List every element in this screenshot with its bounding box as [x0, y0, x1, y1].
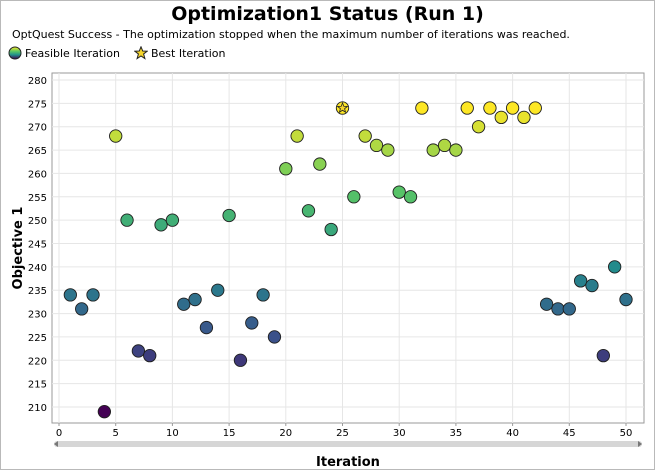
data-point[interactable]	[573, 274, 588, 288]
x-axis-label: Iteration	[316, 455, 380, 470]
x-tick-label: 5	[113, 428, 119, 439]
x-tick-label: 50	[620, 428, 633, 439]
data-point[interactable]	[199, 320, 214, 335]
data-point[interactable]	[539, 297, 554, 311]
data-point[interactable]	[188, 292, 202, 307]
legend: Feasible Iteration Best Iteration	[8, 46, 240, 60]
y-tick-label: 220	[28, 356, 47, 367]
horizontal-scrollbar[interactable]	[54, 441, 642, 447]
data-point[interactable]	[97, 405, 112, 419]
x-tick-label: 35	[450, 428, 463, 439]
data-point[interactable]	[392, 185, 406, 199]
data-point[interactable]	[165, 213, 180, 227]
plot-area	[51, 72, 645, 424]
data-point[interactable]	[449, 143, 463, 157]
x-tick-label: 25	[336, 428, 349, 439]
scrollbar-track[interactable]	[54, 441, 642, 447]
y-axis: 210 215 220 225 230 235 240 245 250 255 260 265 270 2…	[28, 76, 47, 414]
y-tick-label: 255	[28, 193, 47, 204]
data-point[interactable]	[267, 330, 282, 344]
data-points	[63, 101, 633, 419]
data-point[interactable]	[177, 297, 191, 311]
data-point[interactable]	[426, 143, 440, 157]
y-tick-label: 250	[28, 216, 47, 227]
x-tick-label: 0	[56, 428, 62, 439]
data-point[interactable]	[86, 288, 100, 302]
data-point[interactable]	[483, 101, 497, 115]
x-tick-label: 10	[166, 428, 179, 439]
data-point[interactable]	[324, 222, 338, 237]
y-axis-label: Objective 1	[11, 207, 26, 290]
legend-label-feasible: Feasible Iteration	[25, 46, 120, 60]
y-tick-label: 230	[28, 310, 47, 321]
data-point[interactable]	[358, 129, 372, 143]
data-point[interactable]	[528, 101, 542, 115]
data-point[interactable]	[369, 138, 384, 153]
data-point[interactable]	[551, 302, 565, 316]
y-tick-label: 215	[28, 380, 47, 391]
data-point[interactable]	[619, 292, 633, 307]
data-point[interactable]	[120, 213, 134, 227]
data-point[interactable]	[222, 208, 236, 223]
y-tick-label: 280	[28, 76, 47, 87]
data-point[interactable]	[517, 110, 531, 125]
y-tick-label: 245	[28, 240, 47, 251]
data-point[interactable]	[596, 348, 610, 363]
data-point[interactable]	[131, 344, 146, 358]
data-point[interactable]	[63, 288, 77, 302]
y-tick-label: 270	[28, 123, 47, 134]
data-point[interactable]	[211, 283, 225, 297]
data-point[interactable]	[347, 190, 361, 204]
y-tick-label: 260	[28, 169, 47, 180]
data-point[interactable]	[403, 190, 418, 204]
legend-item-feasible: Feasible Iteration	[8, 46, 120, 60]
legend-item-best: Best Iteration	[133, 46, 226, 60]
chart-title: Optimization1 Status (Run 1)	[171, 3, 484, 25]
data-point[interactable]	[562, 302, 576, 316]
data-point[interactable]	[154, 218, 168, 232]
best-iteration-star	[336, 101, 349, 114]
x-tick-label: 15	[223, 428, 236, 439]
y-tick-label: 210	[28, 403, 47, 414]
y-tick-label: 240	[28, 263, 47, 274]
y-tick-label: 275	[28, 99, 47, 110]
data-point[interactable]	[608, 260, 622, 274]
y-tick-label: 235	[28, 286, 47, 297]
data-point[interactable]	[494, 110, 508, 125]
data-point[interactable]	[279, 162, 293, 176]
data-point[interactable]	[301, 204, 316, 218]
scroll-left-icon[interactable]	[54, 441, 58, 447]
x-tick-label: 30	[393, 428, 406, 439]
data-point[interactable]	[585, 278, 599, 293]
gradient-circle-icon	[8, 46, 22, 60]
data-point[interactable]	[460, 101, 474, 115]
y-tick-label: 265	[28, 146, 47, 157]
data-point[interactable]	[245, 316, 259, 330]
data-point[interactable]	[381, 143, 395, 157]
scroll-right-icon[interactable]	[638, 441, 642, 447]
legend-label-best: Best Iteration	[150, 46, 226, 60]
data-point[interactable]	[313, 157, 327, 171]
data-point[interactable]	[505, 101, 520, 115]
data-point[interactable]	[256, 288, 270, 302]
data-point[interactable]	[290, 129, 304, 143]
x-tick-label: 45	[563, 428, 576, 439]
data-point[interactable]	[471, 120, 486, 134]
data-point[interactable]	[109, 129, 123, 143]
data-point[interactable]	[75, 302, 89, 316]
x-tick-label: 20	[279, 428, 292, 439]
y-tick-label: 225	[28, 333, 47, 344]
star-icon	[133, 46, 148, 60]
data-point[interactable]	[415, 101, 429, 115]
data-point[interactable]	[143, 348, 157, 363]
data-point[interactable]	[233, 353, 248, 367]
data-point[interactable]	[437, 138, 452, 153]
status-message: OptQuest Success - The optimization stop…	[12, 28, 570, 41]
x-tick-label: 40	[506, 428, 519, 439]
x-axis: 0 5 10 15 20 25 30 35 40 45 50	[56, 423, 633, 439]
